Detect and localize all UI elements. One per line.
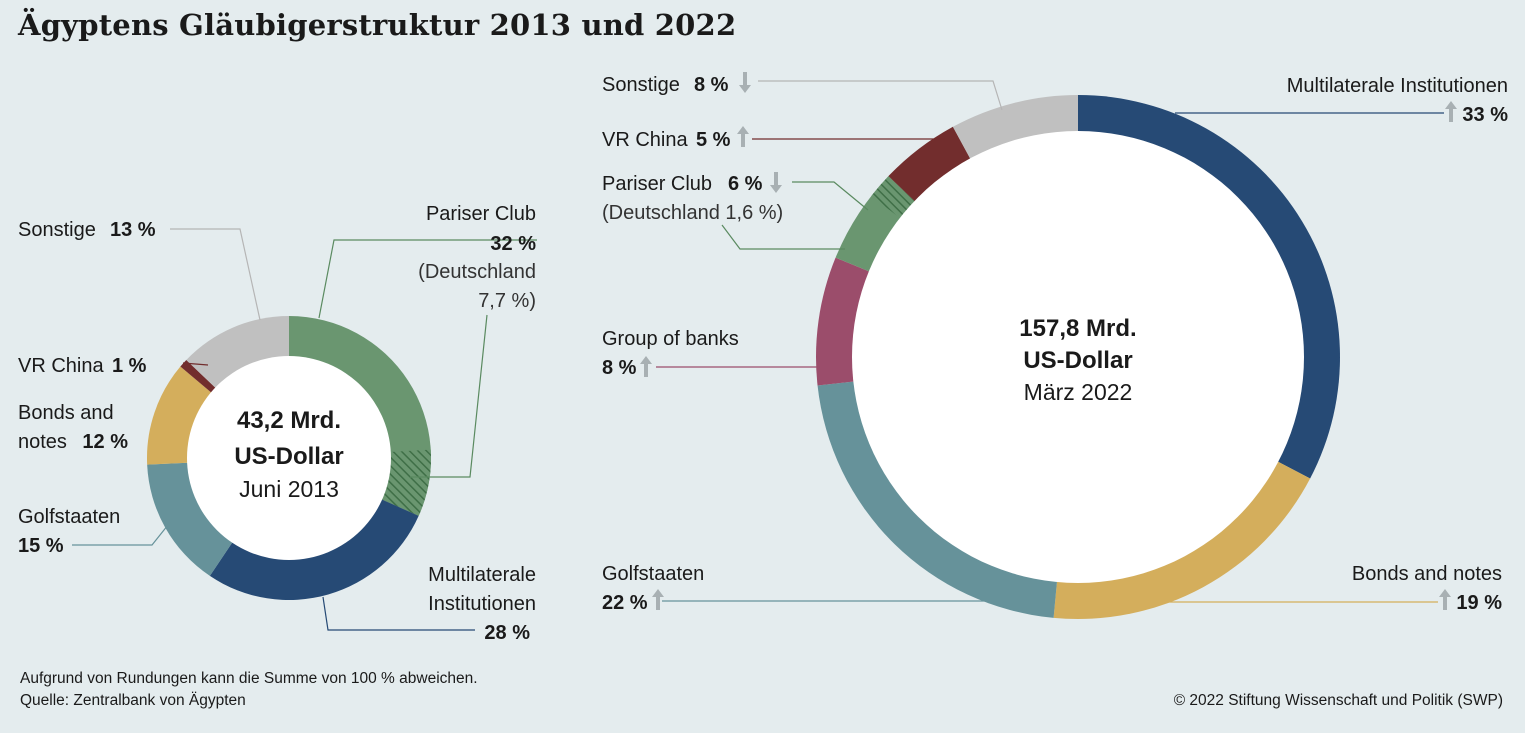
value-2022-golfstaaten: 22 % — [602, 592, 648, 614]
center-2013-unit: US-Dollar — [234, 443, 343, 470]
trend-arrow-down-sonstige-icon — [739, 72, 751, 93]
label-2013-bonds-line2: notes — [18, 431, 67, 453]
leader-2022-deutschland — [721, 224, 845, 250]
label-2022-golfstaaten: Golfstaaten — [602, 563, 704, 585]
leader-2013-multilaterale — [322, 596, 475, 631]
value-2022-group-of-banks: 8 % — [602, 357, 637, 379]
center-2022-total: 157,8 Mrd. — [1019, 315, 1136, 342]
value-2013-sonstige: 13 % — [110, 219, 156, 241]
label-2013-multilaterale: Multilaterale Institutionen — [428, 564, 536, 615]
trend-arrow-up-golfstaaten-icon — [652, 589, 664, 610]
center-2022-unit: US-Dollar — [1023, 347, 1132, 374]
value-2013-bonds: 12 % — [82, 431, 128, 453]
value-2022-vr-china: 5 % — [696, 129, 731, 151]
chart-title: Ägyptens Gläubigerstruktur 2013 und 2022 — [18, 8, 737, 42]
label-2022-pariser-club: Pariser Club — [602, 173, 712, 195]
sublabel-2022-deutschland: (Deutschland 1,6 %) — [602, 202, 783, 224]
donut-2013-hole — [187, 356, 391, 560]
leader-2022-pariser-club — [792, 181, 869, 211]
leader-2022-sonstige — [758, 80, 1003, 111]
label-2022-bonds: Bonds and notes — [1352, 563, 1502, 585]
sublabel-2013-deutschland-1: (Deutschland — [418, 261, 536, 283]
label-2022-group-of-banks: Group of banks — [602, 328, 739, 350]
label-2022-sonstige: Sonstige — [602, 74, 680, 96]
footnote-source: Quelle: Zentralbank von Ägypten — [20, 692, 246, 709]
value-2022-sonstige: 8 % — [694, 74, 729, 96]
center-2013-total: 43,2 Mrd. — [237, 407, 341, 434]
trend-arrow-up-multilaterale-icon — [1445, 101, 1457, 122]
sublabel-2013-deutschland-2: 7,7 %) — [478, 290, 536, 312]
value-2022-multilaterale: 33 % — [1462, 104, 1508, 126]
footnote-copyright: © 2022 Stiftung Wissenschaft und Politik… — [1173, 692, 1503, 709]
value-2013-pariser-club: 32 % — [490, 233, 536, 255]
trend-arrow-down-pariser-club-icon — [770, 172, 782, 193]
leader-2013-golfstaaten — [72, 519, 173, 546]
leader-2013-deutschland — [410, 314, 488, 478]
center-2013-date: Juni 2013 — [239, 476, 339, 502]
value-2013-vr-china: 1 % — [112, 355, 147, 377]
donut-2022: 157,8 Mrd. US-Dollar März 2022 Multilate… — [602, 72, 1508, 619]
value-2013-golfstaaten: 15 % — [18, 535, 64, 557]
label-2013-multilaterale-line2: Institutionen — [428, 593, 536, 615]
trend-arrow-up-vr-china-icon — [737, 126, 749, 147]
value-2022-pariser-club: 6 % — [728, 173, 763, 195]
leader-2013-vr-china — [182, 362, 209, 366]
leader-2013-pariser-club — [318, 239, 537, 319]
trend-arrow-up-group-of-banks-icon — [640, 356, 652, 377]
center-2022-date: März 2022 — [1024, 379, 1133, 405]
label-2013-vr-china: VR China — [18, 355, 104, 377]
label-2013-bonds: Bonds and notes — [18, 402, 114, 453]
trend-arrow-up-bonds-icon — [1439, 589, 1451, 610]
label-2013-pariser-club: Pariser Club — [426, 203, 536, 225]
label-2013-sonstige: Sonstige — [18, 219, 96, 241]
label-2013-multilaterale-text: Multilaterale — [428, 564, 536, 586]
value-2013-multilaterale: 28 % — [484, 622, 530, 644]
footnote-rounding: Aufgrund von Rundungen kann die Summe vo… — [20, 670, 478, 687]
label-2022-multilaterale: Multilaterale Institutionen — [1287, 75, 1508, 97]
donut-2022-hole — [852, 131, 1304, 583]
value-2022-bonds: 19 % — [1456, 592, 1502, 614]
label-2013-golfstaaten: Golfstaaten — [18, 506, 120, 528]
label-2013-bonds-text: Bonds and — [18, 402, 114, 424]
leader-2013-sonstige — [170, 228, 261, 321]
donut-2013: 43,2 Mrd. US-Dollar Juni 2013 Pariser Cl… — [18, 203, 537, 644]
label-2022-vr-china: VR China — [602, 129, 688, 151]
